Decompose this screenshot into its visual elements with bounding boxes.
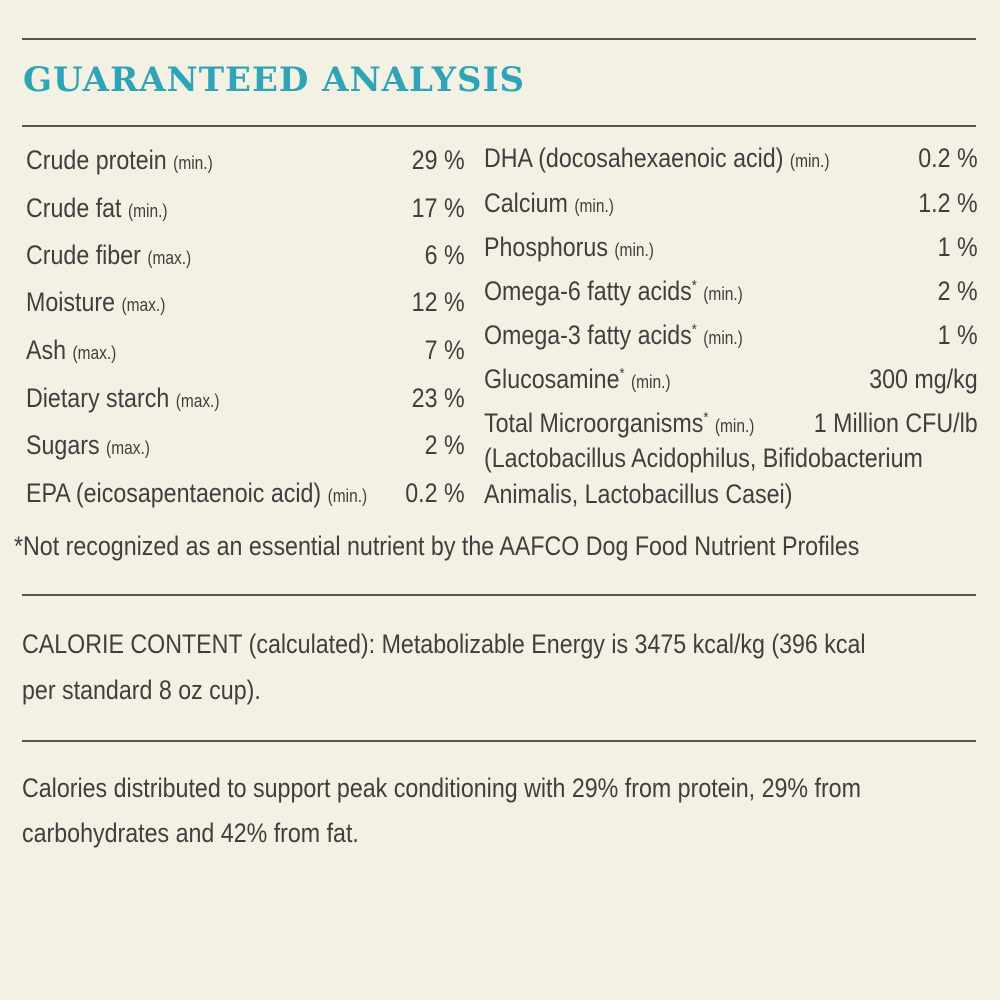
nutrient-qualifier: (max.) xyxy=(175,391,220,411)
nutrient-row: Ash (max.) 7 % xyxy=(26,328,465,372)
microorganism-detail: Animalis, Lactobacillus Casei) xyxy=(484,479,793,509)
asterisk-mark: * xyxy=(691,321,697,338)
nutrient-qualifier: (min.) xyxy=(173,153,213,173)
calorie-distribution: Calories distributed to support peak con… xyxy=(22,773,861,803)
nutrient-qualifier: (max.) xyxy=(147,248,192,268)
nutrient-qualifier: (min.) xyxy=(574,196,614,216)
nutrient-label: Ash xyxy=(26,335,67,365)
heading-divider xyxy=(22,125,976,127)
nutrient-row: Calcium (min.) 1.2 % xyxy=(484,181,978,225)
nutrient-row: Glucosamine* (min.) 300 mg/kg xyxy=(484,357,978,401)
calorie-divider xyxy=(22,740,976,742)
nutrient-label: Calcium xyxy=(484,188,568,218)
calorie-content: per standard 8 oz cup). xyxy=(22,675,261,705)
nutrient-label: Sugars xyxy=(26,430,100,460)
nutrient-row: Omega-3 fatty acids* (min.) 1 % xyxy=(484,313,978,357)
nutrient-qualifier: (min.) xyxy=(614,240,654,260)
nutrient-qualifier: (max.) xyxy=(72,343,117,363)
nutrient-value: 12 % xyxy=(411,287,465,317)
nutrient-label: Crude fiber xyxy=(26,240,141,270)
nutrient-value: 1 % xyxy=(937,320,978,350)
nutrient-qualifier: (min.) xyxy=(631,372,671,392)
footnote: *Not recognized as an essential nutrient… xyxy=(14,531,860,561)
nutrient-label: EPA (eicosapentaenoic acid) xyxy=(26,478,322,508)
nutrient-row: Sugars (max.) 2 % xyxy=(26,423,465,467)
nutrient-row: Dietary starch (max.) 23 % xyxy=(26,376,465,420)
nutrient-qualifier: (max.) xyxy=(106,438,150,458)
nutrient-value: 1 Million CFU/lb xyxy=(813,408,978,438)
nutrient-value: 1 % xyxy=(937,232,978,262)
nutrient-row: Crude protein (min.) 29 % xyxy=(26,138,465,182)
nutrient-label: Crude protein xyxy=(26,145,167,175)
nutrient-value: 29 % xyxy=(411,145,465,175)
nutrient-label: DHA (docosahexaenoic acid) xyxy=(484,143,784,173)
asterisk-mark: * xyxy=(691,277,697,294)
nutrient-row: DHA (docosahexaenoic acid) (min.) 0.2 % xyxy=(484,136,978,180)
nutrient-value: 17 % xyxy=(411,193,465,223)
calorie-distribution: carbohydrates and 42% from fat. xyxy=(22,818,359,848)
section-heading: GUARANTEED ANALYSIS xyxy=(23,60,526,100)
top-divider xyxy=(22,38,976,40)
nutrient-label: Total Microorganisms xyxy=(484,408,704,438)
nutrient-qualifier: (min.) xyxy=(714,416,755,436)
nutrient-value: 2 % xyxy=(937,276,978,306)
nutrient-row: EPA (eicosapentaenoic acid) (min.) 0.2 % xyxy=(26,471,465,515)
microorganism-detail: (Lactobacillus Acidophilus, Bifidobacter… xyxy=(484,443,923,473)
nutrient-label: Dietary starch xyxy=(26,383,170,413)
nutrient-label: Omega-3 fatty acids xyxy=(484,320,692,350)
nutrient-qualifier: (min.) xyxy=(703,328,743,348)
nutrient-value: 6 % xyxy=(424,240,465,270)
nutrient-qualifier: (max.) xyxy=(121,295,166,315)
nutrient-value: 1.2 % xyxy=(918,188,978,218)
asterisk-mark: * xyxy=(703,409,709,426)
calorie-content: CALORIE CONTENT (calculated): Metaboliza… xyxy=(22,629,866,659)
nutrient-qualifier: (min.) xyxy=(327,486,368,506)
asterisk-mark: * xyxy=(619,365,625,382)
nutrient-qualifier: (min.) xyxy=(789,151,830,171)
nutrient-row: Moisture (max.) 12 % xyxy=(26,280,465,324)
nutrient-label: Moisture xyxy=(26,287,116,317)
footnote-divider xyxy=(22,594,976,596)
nutrient-row: Total Microorganisms* (min.) 1 Million C… xyxy=(484,401,978,445)
nutrient-qualifier: (min.) xyxy=(127,201,168,221)
nutrient-row: Omega-6 fatty acids* (min.) 2 % xyxy=(484,269,978,313)
nutrient-row: Phosphorus (min.) 1 % xyxy=(484,225,978,269)
nutrient-value: 23 % xyxy=(411,383,465,413)
nutrient-value: 7 % xyxy=(424,335,465,365)
nutrient-value: 0.2 % xyxy=(405,478,465,508)
nutrient-row: Crude fat (min.) 17 % xyxy=(26,186,465,230)
nutrient-label: Phosphorus xyxy=(484,232,608,262)
nutrient-label: Glucosamine xyxy=(484,364,620,394)
nutrient-label: Crude fat xyxy=(26,193,122,223)
nutrient-value: 300 mg/kg xyxy=(869,364,978,394)
nutrient-value: 0.2 % xyxy=(918,143,978,173)
nutrient-qualifier: (min.) xyxy=(703,284,743,304)
nutrient-label: Omega-6 fatty acids xyxy=(484,276,692,306)
nutrient-value: 2 % xyxy=(424,430,465,460)
nutrient-row: Crude fiber (max.) 6 % xyxy=(26,233,465,277)
